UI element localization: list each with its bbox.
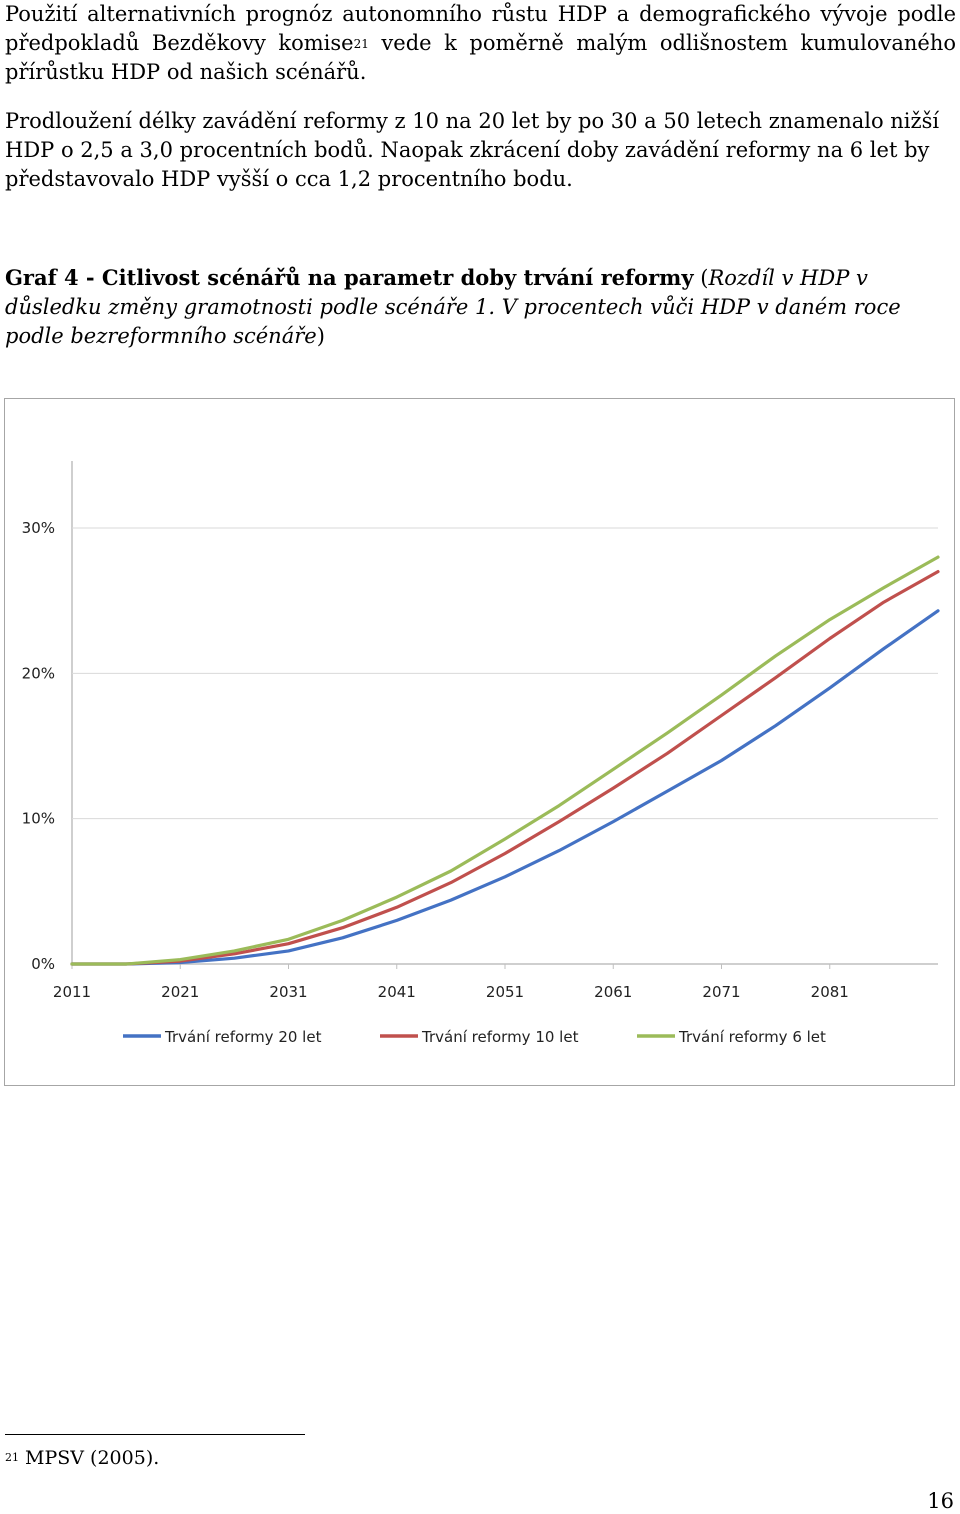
footnote-text: MPSV (2005). (19, 1447, 160, 1469)
caption-open-paren: ( (693, 266, 709, 290)
x-tick-label: 2011 (53, 983, 91, 1001)
series-line (70, 570, 940, 966)
page-number: 16 (927, 1489, 954, 1513)
y-tick-label: 0% (31, 955, 55, 973)
intro-paragraph: Použití alternativních prognóz autonomní… (5, 0, 956, 87)
x-tick-label: 2031 (269, 983, 307, 1001)
intro-text-continued: vede k poměrně malým odlišnostem kumulov… (5, 31, 956, 84)
footnote-mark: 21 (5, 1451, 19, 1464)
x-tick-label: 2071 (702, 983, 740, 1001)
line-chart: 0% 10% 20% 30% 2011 2021 2031 2041 2051 2061 2071 2… (22, 461, 940, 1046)
footnote-rule (5, 1434, 305, 1435)
reform-duration-paragraph: Prodloužení délky zavádění reformy z 10 … (5, 109, 940, 191)
x-tick-label: 2081 (811, 983, 849, 1001)
intro-text: Použití alternativních prognóz autonomní… (5, 2, 956, 55)
caption-close-paren: ) (316, 324, 325, 348)
series-line (70, 609, 940, 966)
figure-caption: Graf 4 - Citlivost scénářů na parametr d… (5, 263, 956, 351)
legend-label: Trvání reformy 20 let (164, 1028, 322, 1046)
footnote: 21 MPSV (2005). (5, 1446, 159, 1470)
x-tick-label: 2061 (594, 983, 632, 1001)
x-tick-label: 2051 (486, 983, 524, 1001)
footnote-reference[interactable]: 21 (353, 37, 369, 51)
series-line (70, 555, 940, 966)
legend-label: Trvání reformy 6 let (678, 1028, 826, 1046)
chart-frame: 0% 10% 20% 30% 2011 2021 2031 2041 2051 2061 2071 2… (4, 398, 955, 1086)
y-tick-label: 30% (22, 519, 55, 537)
caption-description: Rozdíl v HDP v důsledku změny gramotnost… (5, 266, 901, 348)
x-tick-label: 2041 (378, 983, 416, 1001)
y-tick-label: 20% (22, 664, 55, 682)
legend-label: Trvání reformy 10 let (421, 1028, 579, 1046)
y-tick-label: 10% (22, 810, 55, 828)
x-tick-label: 2021 (161, 983, 199, 1001)
caption-title: Graf 4 - Citlivost scénářů na parametr d… (5, 265, 694, 290)
